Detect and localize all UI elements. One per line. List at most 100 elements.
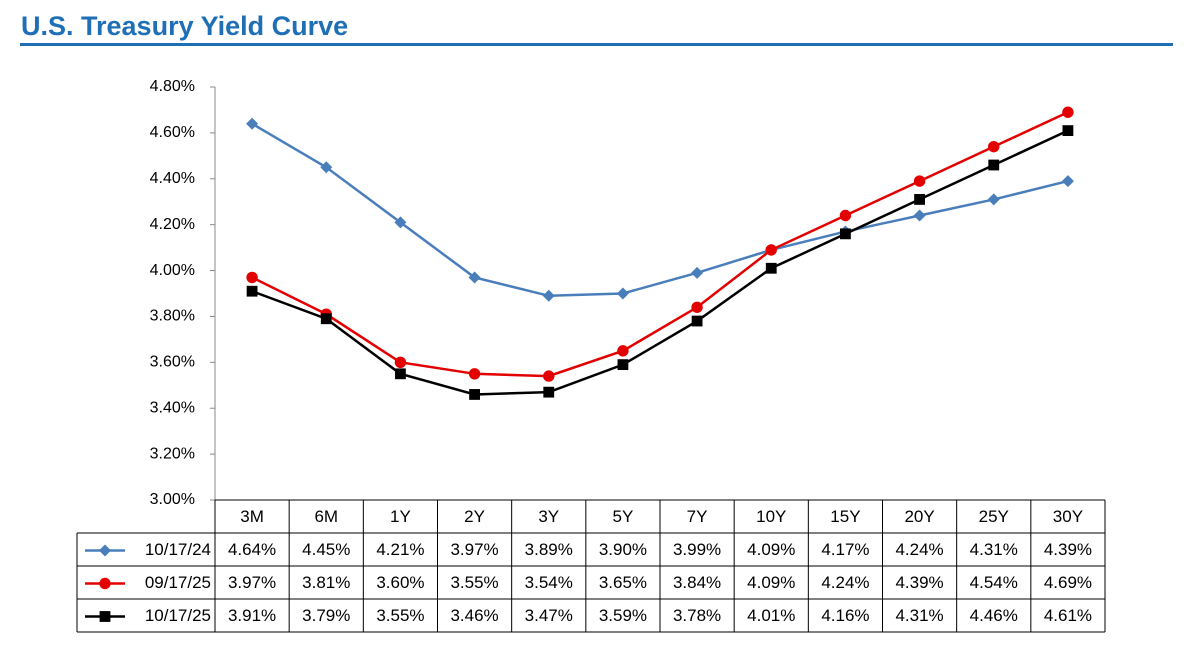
marker [99, 577, 111, 590]
legend-label: 10/17/25 [145, 606, 211, 625]
marker [1062, 125, 1074, 136]
x-tick-label: 30Y [1053, 507, 1083, 526]
data-cell: 4.39% [1044, 540, 1092, 559]
marker [320, 313, 332, 325]
y-tick-label: 3.60% [150, 354, 195, 371]
data-cell: 4.31% [970, 540, 1018, 559]
marker [765, 262, 777, 274]
data-cell: 4.69% [1044, 573, 1092, 592]
marker [765, 244, 777, 256]
marker [914, 194, 925, 205]
marker [617, 359, 629, 371]
data-cell: 4.09% [747, 573, 795, 592]
data-cell: 4.09% [747, 540, 795, 559]
y-tick-label: 4.20% [150, 216, 195, 233]
marker [394, 216, 407, 229]
x-tick-label: 25Y [979, 507, 1009, 526]
x-tick-label: 3Y [538, 507, 559, 526]
marker [394, 356, 407, 369]
marker [840, 228, 851, 240]
marker [691, 266, 704, 279]
marker [542, 289, 555, 302]
marker [469, 389, 480, 400]
data-cell: 4.16% [821, 606, 869, 625]
data-cell: 4.45% [302, 540, 350, 559]
data-cell: 3.99% [673, 540, 721, 559]
x-tick-label: 20Y [904, 507, 934, 526]
y-tick-label: 3.40% [150, 399, 195, 416]
y-tick-label: 3.00% [150, 491, 195, 508]
y-tick-label: 3.80% [150, 308, 195, 325]
marker [987, 193, 1000, 206]
data-cell: 3.46% [450, 606, 498, 625]
data-cell: 4.17% [821, 540, 869, 559]
data-cell: 3.84% [673, 573, 721, 592]
chart-title: U.S. Treasury Yield Curve [21, 11, 348, 41]
data-cell: 3.79% [302, 606, 350, 625]
data-cell: 4.61% [1044, 606, 1092, 625]
marker [616, 287, 629, 300]
y-tick-label: 3.20% [150, 445, 195, 462]
marker [1062, 106, 1074, 118]
x-tick-label: 2Y [464, 507, 485, 526]
data-cell: 4.21% [376, 540, 424, 559]
y-tick-label: 4.40% [150, 170, 195, 187]
marker [1061, 175, 1074, 188]
data-cell: 3.91% [228, 606, 276, 625]
data-cell: 3.97% [228, 573, 276, 592]
data-cell: 4.24% [895, 540, 943, 559]
series-line [251, 111, 1069, 378]
marker [246, 271, 258, 284]
marker [691, 315, 703, 327]
data-cell: 3.54% [525, 573, 573, 592]
series-line [251, 129, 1069, 396]
marker [99, 611, 111, 622]
data-cell: 3.65% [599, 573, 647, 592]
data-cell: 3.55% [376, 606, 424, 625]
marker [468, 271, 481, 284]
marker [99, 544, 111, 557]
data-cell: 3.60% [376, 573, 424, 592]
marker [320, 161, 333, 174]
marker [839, 209, 852, 222]
marker [988, 159, 1000, 171]
data-cell: 4.24% [821, 573, 869, 592]
data-cell: 4.31% [895, 606, 943, 625]
marker [246, 117, 259, 130]
x-tick-label: 3M [240, 507, 264, 526]
data-cell: 3.59% [599, 606, 647, 625]
legend-label: 10/17/24 [145, 540, 211, 559]
x-tick-label: 5Y [613, 507, 634, 526]
marker [246, 285, 258, 297]
data-cell: 4.01% [747, 606, 795, 625]
data-cell: 3.97% [450, 540, 498, 559]
x-tick-label: 1Y [390, 507, 411, 526]
y-tick-label: 4.60% [150, 124, 195, 141]
marker [913, 209, 926, 222]
data-cell: 3.55% [450, 573, 498, 592]
y-tick-label: 4.00% [150, 262, 195, 279]
marker [617, 345, 629, 357]
x-tick-label: 10Y [756, 507, 786, 526]
x-tick-label: 6M [314, 507, 338, 526]
x-tick-label: 15Y [830, 507, 860, 526]
data-cell: 3.78% [673, 606, 721, 625]
marker [691, 301, 703, 313]
marker [988, 140, 1000, 153]
data-cell: 4.54% [970, 573, 1018, 592]
x-tick-label: 7Y [687, 507, 708, 526]
data-cell: 3.81% [302, 573, 350, 592]
data-cell: 4.64% [228, 540, 276, 559]
data-cell: 3.89% [525, 540, 573, 559]
data-cell: 3.90% [599, 540, 647, 559]
marker [543, 370, 555, 382]
data-cell: 4.39% [895, 573, 943, 592]
marker [913, 175, 926, 187]
data-cell: 4.46% [970, 606, 1018, 625]
marker [395, 368, 406, 380]
marker [468, 368, 481, 380]
legend-label: 09/17/25 [145, 573, 211, 592]
data-cell: 3.47% [525, 606, 573, 625]
